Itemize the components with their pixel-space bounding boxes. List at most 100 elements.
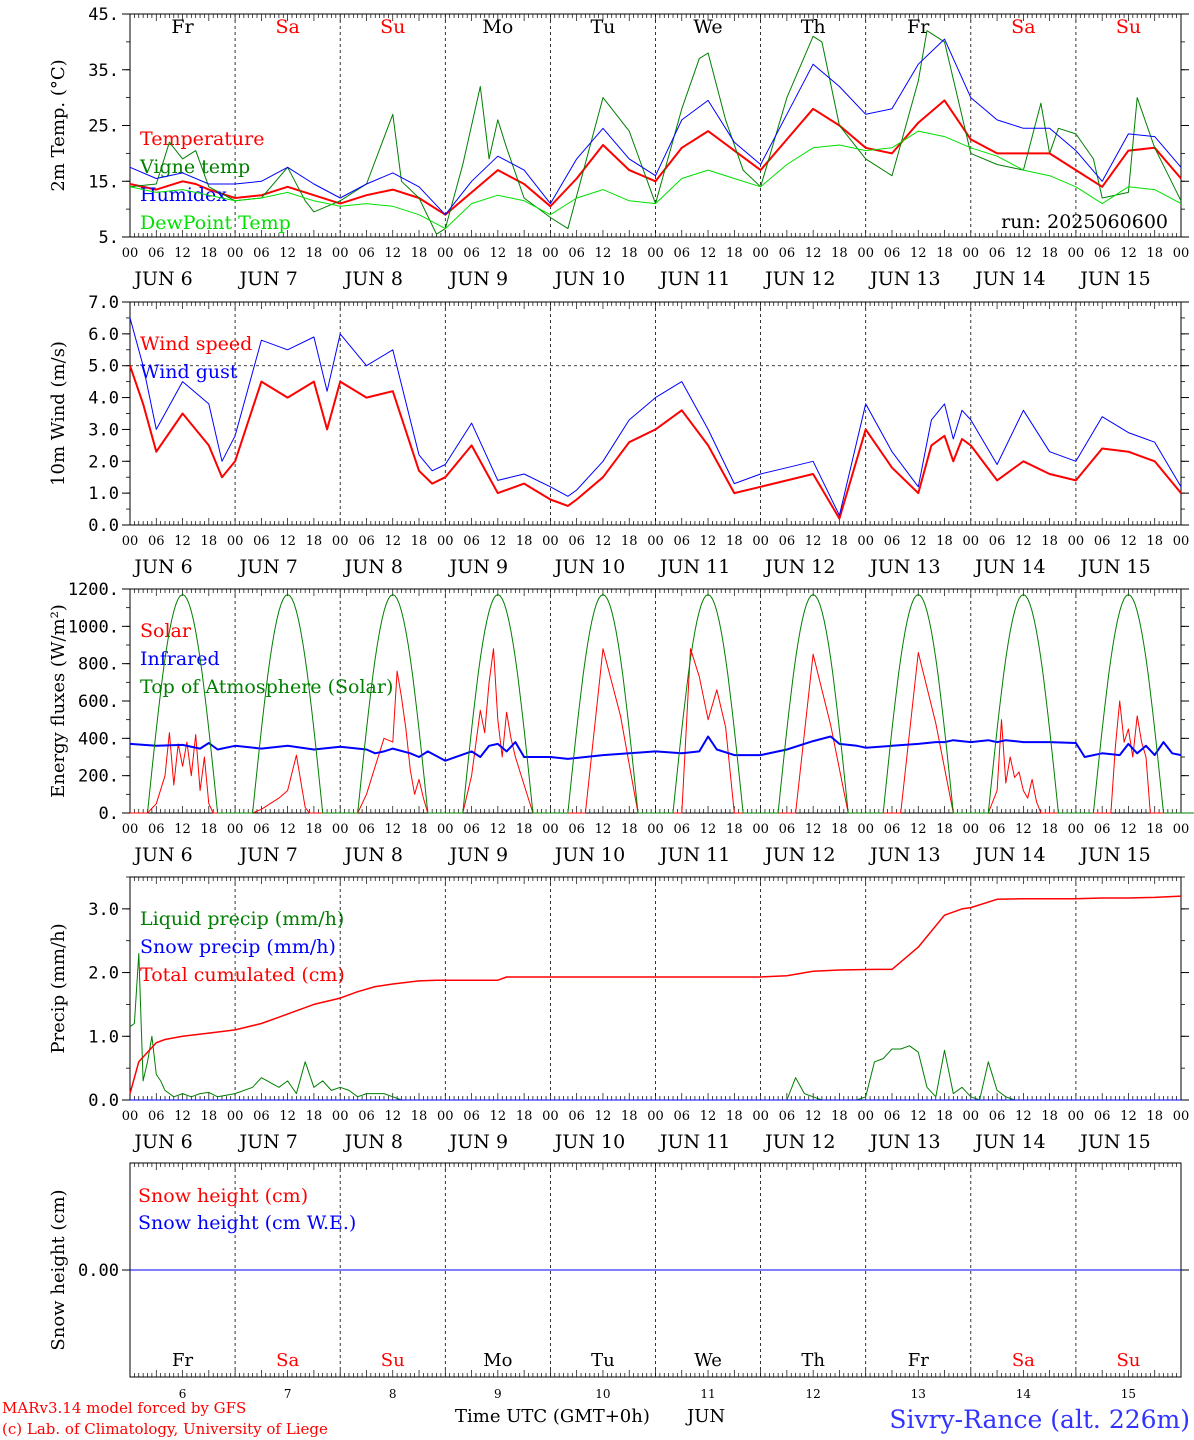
hour-label: 12 — [595, 534, 612, 549]
hour-label: 00 — [1068, 246, 1085, 261]
hour-label: 12 — [490, 246, 507, 261]
temp-series-2 — [129, 38, 1182, 216]
hour-label: 12 — [384, 246, 401, 261]
date-label: JUN 8 — [343, 268, 403, 290]
hour-label: 06 — [1094, 822, 1111, 837]
date-label: JUN 13 — [868, 268, 940, 290]
hour-label: 12 — [805, 1109, 822, 1124]
hour-label: 18 — [1041, 822, 1058, 837]
date-label: JUN 15 — [1078, 844, 1150, 866]
hour-label: 12 — [174, 534, 191, 549]
day-abbr: Sa — [275, 16, 299, 38]
y-tick-label: 5.0 — [88, 357, 119, 377]
temp-panel: 5. 15. 25. 35. 45. 2m Temp. (°C) Temperature Vi… — [48, 5, 1189, 290]
hour-label: 18 — [831, 822, 848, 837]
hour-label: 00 — [332, 822, 349, 837]
hour-label: 00 — [437, 822, 454, 837]
y-tick-label: 400. — [78, 729, 119, 749]
hour-label: 06 — [989, 534, 1006, 549]
y-tick-label: 0.0 — [88, 516, 119, 536]
date-label: JUN 12 — [763, 268, 835, 290]
hour-label: 06 — [674, 1109, 691, 1124]
hour-label: 12 — [910, 1109, 927, 1124]
hour-label: 00 — [857, 246, 874, 261]
hour-label: 12 — [174, 1109, 191, 1124]
hour-label: 00 — [963, 822, 980, 837]
legend-entry: DewPoint Temp — [140, 212, 291, 234]
date-label: JUN 7 — [237, 844, 297, 866]
hour-label: 18 — [201, 534, 218, 549]
hour-label: 12 — [279, 1109, 296, 1124]
station-name: Sivry-Rance (alt. 226m) — [889, 1405, 1190, 1434]
hour-label: 00 — [437, 1109, 454, 1124]
hour-label: 12 — [490, 1109, 507, 1124]
legend-entry: Vigne temp — [139, 156, 250, 178]
hour-label: 06 — [1094, 246, 1111, 261]
hour-label: 06 — [568, 1109, 585, 1124]
hour-label: 00 — [963, 1109, 980, 1124]
legend-entry: Wind gust — [140, 361, 238, 383]
day-abbr: Su — [380, 16, 405, 38]
hour-label: 06 — [253, 534, 270, 549]
hour-label: 06 — [1094, 534, 1111, 549]
hour-label: 18 — [1146, 246, 1163, 261]
legend-entry: Temperature — [140, 128, 264, 150]
y-tick-label: 5. — [99, 228, 119, 248]
hour-label: 18 — [411, 534, 428, 549]
run-label: run: 2025060600 — [1001, 211, 1168, 233]
day-number: 10 — [595, 1387, 610, 1401]
hour-label: 12 — [384, 1109, 401, 1124]
hour-label: 18 — [411, 246, 428, 261]
hour-label: 12 — [805, 822, 822, 837]
y-tick-label: 25. — [88, 117, 119, 137]
hour-label: 18 — [936, 246, 953, 261]
hour-label: 00 — [857, 534, 874, 549]
hour-label: 18 — [516, 246, 533, 261]
y-tick-label: 600. — [78, 692, 119, 712]
hour-label: 00 — [437, 534, 454, 549]
hour-label: 12 — [279, 822, 296, 837]
day-abbr: Tu — [591, 1350, 615, 1371]
footer: MARv3.14 model forced by GFS (c) Lab. of… — [2, 1399, 1190, 1438]
wind-series-0 — [129, 365, 1182, 520]
y-tick-label: 0.00 — [78, 1261, 119, 1281]
day-abbr: Fr — [908, 1350, 929, 1371]
date-label: JUN 8 — [343, 556, 403, 578]
day-abbr: We — [694, 1350, 722, 1371]
date-label: JUN 10 — [553, 844, 625, 866]
hour-label: 00 — [542, 534, 559, 549]
wind-plot-frame — [129, 301, 1182, 526]
hour-label: 06 — [148, 534, 165, 549]
hour-label: 12 — [910, 534, 927, 549]
date-label: JUN 9 — [448, 268, 508, 290]
hour-label: 06 — [779, 1109, 796, 1124]
hour-label: 18 — [936, 1109, 953, 1124]
day-abbr: Su — [1116, 16, 1141, 38]
date-label: JUN 9 — [448, 1131, 508, 1153]
day-abbr: Fr — [907, 16, 930, 38]
hour-label: 00 — [857, 822, 874, 837]
legend-entry: Snow height (cm W.E.) — [138, 1212, 356, 1234]
legend-entry: Total cumulated (cm) — [140, 964, 345, 986]
hour-label: 12 — [595, 1109, 612, 1124]
hour-label: 18 — [726, 822, 743, 837]
day-number: 14 — [1016, 1387, 1032, 1401]
hour-label: 06 — [989, 822, 1006, 837]
y-tick-label: 800. — [78, 655, 119, 675]
day-number: 8 — [389, 1387, 397, 1401]
hour-label: 06 — [989, 246, 1006, 261]
hour-label: 06 — [568, 822, 585, 837]
hour-label: 18 — [726, 534, 743, 549]
date-label: JUN 9 — [448, 556, 508, 578]
energy-panel: 0. 200. 400. 600. 800. 1000. 1200. Energy fluxe… — [48, 580, 1194, 866]
hour-label: 06 — [253, 822, 270, 837]
y-tick-label: 45. — [88, 5, 119, 25]
hour-label: 12 — [174, 822, 191, 837]
day-number: 6 — [179, 1387, 187, 1401]
hour-label: 12 — [279, 246, 296, 261]
day-number: 9 — [494, 1387, 502, 1401]
hour-label: 06 — [463, 534, 480, 549]
hour-label: 12 — [700, 822, 717, 837]
hour-label: 00 — [647, 1109, 664, 1124]
hour-label: 00 — [227, 822, 244, 837]
